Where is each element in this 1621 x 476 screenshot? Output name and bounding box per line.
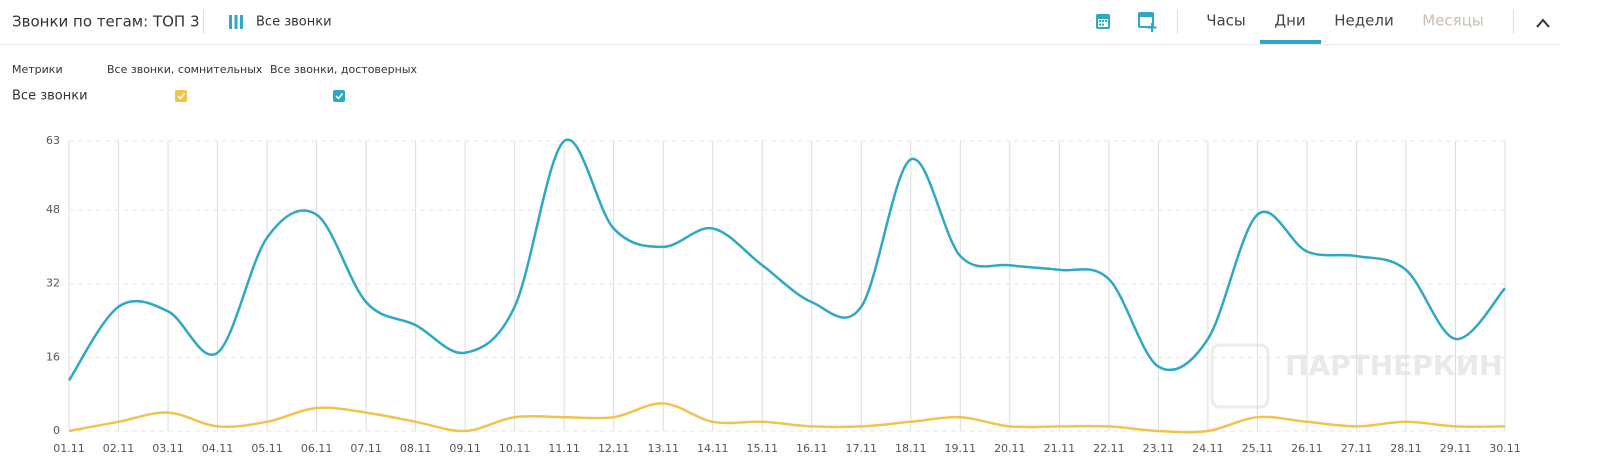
y-tick-label: 16	[46, 350, 60, 363]
x-tick-label: 02.11	[103, 442, 135, 455]
x-tick-label: 18.11	[895, 442, 927, 455]
metric-checkbox[interactable]	[175, 90, 187, 102]
x-tick-label: 19.11	[945, 442, 977, 455]
filter-label[interactable]: Все звонки	[256, 15, 332, 30]
metric-checkbox[interactable]	[333, 90, 345, 102]
x-tick-label: 04.11	[202, 442, 234, 455]
metrics-label: Метрики	[12, 63, 63, 76]
calendar-add-icon[interactable]	[1138, 12, 1157, 32]
x-tick-label: 26.11	[1291, 442, 1323, 455]
x-tick-label: 21.11	[1044, 442, 1076, 455]
x-tick-label: 20.11	[994, 442, 1026, 455]
metrics-row-label: Все звонки	[12, 89, 88, 104]
x-tick-label: 17.11	[846, 442, 878, 455]
x-tick-label: 28.11	[1390, 442, 1422, 455]
x-tick-label: 22.11	[1093, 442, 1125, 455]
x-tick-label: 05.11	[251, 442, 283, 455]
header-title: Звонки по тегам: ТОП 3	[12, 13, 200, 31]
tab[interactable]: Месяцы	[1422, 12, 1484, 30]
x-tick-label: 13.11	[647, 442, 679, 455]
x-tick-label: 14.11	[697, 442, 729, 455]
x-tick-label: 11.11	[548, 442, 580, 455]
x-tick-label: 01.11	[53, 442, 85, 455]
tab[interactable]: Недели	[1334, 12, 1393, 30]
x-tick-label: 29.11	[1440, 442, 1472, 455]
y-tick-label: 63	[46, 134, 60, 147]
x-tick-label: 08.11	[400, 442, 432, 455]
x-tick-label: 09.11	[449, 442, 481, 455]
x-tick-label: 15.11	[746, 442, 778, 455]
x-tick-label: 25.11	[1242, 442, 1274, 455]
y-tick-label: 48	[46, 203, 60, 216]
x-tick-label: 24.11	[1192, 442, 1224, 455]
x-tick-label: 23.11	[1143, 442, 1175, 455]
series-line	[68, 402, 1506, 434]
x-tick-label: 12.11	[598, 442, 630, 455]
tab[interactable]: Дни	[1274, 12, 1305, 30]
metric-column-header: Все звонки, сомнительных	[107, 63, 263, 76]
filter-icon	[229, 15, 243, 29]
calendar-icon[interactable]	[1096, 14, 1110, 29]
y-tick-label: 32	[46, 277, 60, 290]
tab[interactable]: Часы	[1206, 12, 1246, 30]
x-tick-label: 06.11	[301, 442, 333, 455]
x-tick-label: 16.11	[796, 442, 828, 455]
collapse-icon[interactable]	[1536, 18, 1550, 28]
x-tick-label: 27.11	[1341, 442, 1373, 455]
y-tick-label: 0	[53, 424, 60, 437]
checkmark	[335, 93, 344, 100]
watermark: ПАРТНЕРКИН	[1285, 349, 1503, 382]
watermark-icon	[1210, 343, 1270, 409]
x-tick-label: 10.11	[499, 442, 531, 455]
metric-column-header: Все звонки, достоверных	[270, 63, 418, 76]
x-tick-label: 07.11	[350, 442, 382, 455]
x-tick-label: 03.11	[152, 442, 184, 455]
checkmark	[177, 93, 186, 100]
x-tick-label: 30.11	[1489, 442, 1521, 455]
series-line	[67, 138, 1506, 382]
active-tab-underline	[1260, 40, 1321, 44]
